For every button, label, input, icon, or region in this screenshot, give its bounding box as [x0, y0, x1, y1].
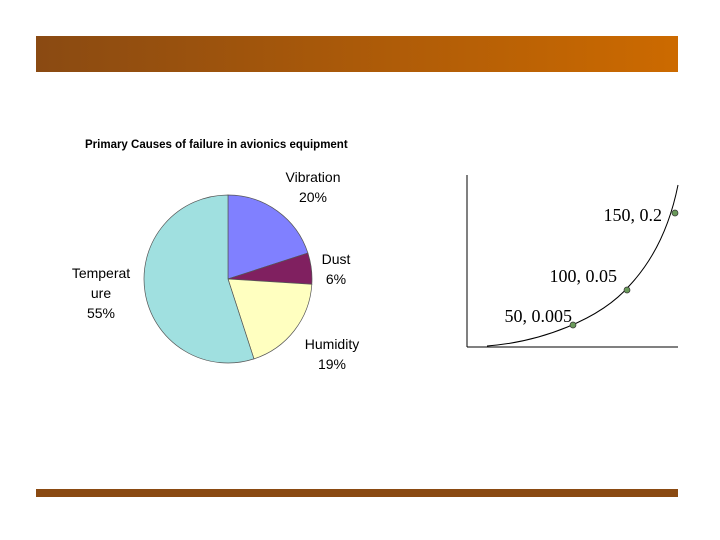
slice-label: Dust 6% [322, 249, 351, 289]
slice-name: Vibration [285, 169, 341, 185]
slice-label: Vibration 20% [285, 167, 340, 207]
slice-name: Humidity [304, 336, 360, 352]
curve-point [623, 286, 631, 294]
pie-slice [227, 278, 313, 360]
slice-value: 55% [86, 305, 116, 321]
point-label: 150, 0.2 [604, 205, 663, 225]
point-label: 50, 0.005 [505, 306, 573, 326]
slice-name: Dust [321, 251, 351, 267]
slice-value: 6% [325, 271, 347, 287]
slice-value: 19% [317, 356, 347, 372]
pie-slice [227, 194, 309, 280]
curve [486, 184, 679, 347]
slice-name: Temperat ure [71, 265, 131, 301]
slice-value: 20% [298, 189, 328, 205]
chart-title: Primary Causes of failure in avionics eq… [85, 139, 348, 151]
point-label: 100, 0.05 [550, 266, 618, 286]
slice-label: Temperat ure 55% [72, 263, 130, 323]
pie-slice [143, 194, 255, 364]
curve-point [671, 209, 679, 217]
curve-point [569, 321, 577, 329]
slice-label: Humidity 19% [305, 334, 359, 374]
footer-bar [36, 489, 678, 497]
pie [143, 194, 313, 364]
header-bar [36, 36, 678, 72]
